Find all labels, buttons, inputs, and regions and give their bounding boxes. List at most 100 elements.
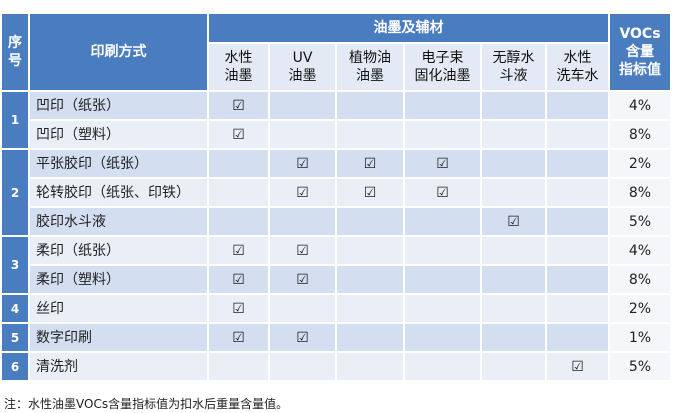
empty-cell bbox=[480, 148, 547, 179]
voc-cell: 1% bbox=[608, 322, 672, 353]
check-cell: ☑ bbox=[268, 235, 337, 266]
empty-cell bbox=[268, 206, 337, 237]
materials-header: 油墨及辅材 bbox=[207, 12, 610, 44]
voc-cell: 8% bbox=[608, 177, 672, 208]
empty-cell bbox=[480, 177, 547, 208]
empty-cell bbox=[480, 264, 547, 295]
empty-cell bbox=[403, 206, 482, 237]
table-row: 柔印（塑料） ☑ ☑ 8% bbox=[1, 264, 672, 295]
empty-cell bbox=[403, 235, 482, 266]
method-cell: 胶印水斗液 bbox=[28, 206, 209, 237]
voc-cell: 2% bbox=[608, 148, 672, 179]
voc-cell: 4% bbox=[608, 235, 672, 266]
empty-cell bbox=[480, 90, 547, 121]
empty-cell bbox=[545, 177, 610, 208]
empty-cell bbox=[268, 90, 337, 121]
check-cell: ☑ bbox=[545, 351, 610, 382]
empty-cell bbox=[207, 206, 270, 237]
empty-cell bbox=[403, 293, 482, 324]
method-cell: 柔印（纸张） bbox=[28, 235, 209, 266]
empty-cell bbox=[403, 322, 482, 353]
column-header: 水性 洗车水 bbox=[545, 42, 610, 92]
check-cell: ☑ bbox=[335, 148, 405, 179]
check-cell: ☑ bbox=[268, 322, 337, 353]
method-header: 印刷方式 bbox=[28, 12, 209, 92]
table-row: 胶印水斗液 ☑ 5% bbox=[1, 206, 672, 237]
empty-cell bbox=[403, 264, 482, 295]
empty-cell bbox=[268, 119, 337, 150]
column-header: 无醇水 斗液 bbox=[480, 42, 547, 92]
empty-cell bbox=[545, 293, 610, 324]
empty-cell bbox=[545, 235, 610, 266]
group-number: 4 bbox=[0, 293, 30, 324]
check-cell: ☑ bbox=[335, 177, 405, 208]
empty-cell bbox=[207, 177, 270, 208]
empty-cell bbox=[268, 351, 337, 382]
table-row: 3 柔印（纸张） ☑ ☑ 4% bbox=[0, 235, 672, 295]
group-number: 1 bbox=[0, 90, 30, 150]
check-cell: ☑ bbox=[207, 264, 270, 295]
check-cell: ☑ bbox=[207, 322, 270, 353]
empty-cell bbox=[480, 293, 547, 324]
column-header: UV 油墨 bbox=[268, 42, 337, 92]
table-row: 4 丝印 ☑ 2% bbox=[0, 293, 672, 324]
empty-cell bbox=[403, 351, 482, 382]
empty-cell bbox=[335, 293, 405, 324]
group-number: 3 bbox=[0, 235, 30, 295]
empty-cell bbox=[207, 351, 270, 382]
check-cell: ☑ bbox=[207, 293, 270, 324]
empty-cell bbox=[335, 351, 405, 382]
voc-cell: 8% bbox=[608, 119, 672, 150]
method-cell: 清洗剂 bbox=[28, 351, 209, 382]
group-number: 5 bbox=[0, 322, 30, 353]
table-row: 1 凹印（纸张） ☑ 4% bbox=[0, 90, 672, 150]
method-cell: 凹印（纸张） bbox=[28, 90, 209, 121]
check-cell: ☑ bbox=[207, 235, 270, 266]
empty-cell bbox=[480, 351, 547, 382]
voc-cell: 5% bbox=[608, 206, 672, 237]
voc-cell: 5% bbox=[608, 351, 672, 382]
empty-cell bbox=[268, 293, 337, 324]
check-cell: ☑ bbox=[480, 206, 547, 237]
check-cell: ☑ bbox=[268, 177, 337, 208]
method-cell: 丝印 bbox=[28, 293, 209, 324]
column-header: 水性 油墨 bbox=[207, 42, 270, 92]
empty-cell bbox=[403, 119, 482, 150]
voc-cell: 8% bbox=[608, 264, 672, 295]
column-header: 植物油 油墨 bbox=[335, 42, 405, 92]
method-cell: 柔印（塑料） bbox=[28, 264, 209, 295]
empty-cell bbox=[335, 264, 405, 295]
empty-cell bbox=[403, 90, 482, 121]
check-cell: ☑ bbox=[207, 90, 270, 121]
column-header: 电子束 固化油墨 bbox=[403, 42, 482, 92]
empty-cell bbox=[545, 206, 610, 237]
table-row: 6 清洗剂 ☑ 5% bbox=[0, 351, 672, 382]
empty-cell bbox=[335, 90, 405, 121]
empty-cell bbox=[335, 235, 405, 266]
empty-cell bbox=[335, 206, 405, 237]
method-cell: 凹印（塑料） bbox=[28, 119, 209, 150]
check-cell: ☑ bbox=[268, 148, 337, 179]
table-row: 轮转胶印（纸张、印铁） ☑ ☑ ☑ 8% bbox=[1, 177, 672, 208]
empty-cell bbox=[335, 119, 405, 150]
method-cell: 数字印刷 bbox=[28, 322, 209, 353]
empty-cell bbox=[335, 322, 405, 353]
empty-cell bbox=[545, 322, 610, 353]
empty-cell bbox=[545, 119, 610, 150]
table-row: 2 平张胶印（纸张） ☑ ☑ ☑ 2% bbox=[0, 148, 672, 237]
empty-cell bbox=[480, 235, 547, 266]
check-cell: ☑ bbox=[403, 148, 482, 179]
group-number: 6 bbox=[0, 351, 30, 382]
empty-cell bbox=[207, 148, 270, 179]
check-cell: ☑ bbox=[207, 119, 270, 150]
empty-cell bbox=[480, 119, 547, 150]
footnote: 注：水性油墨VOCs含量指标值为扣水后重量含量值。 bbox=[4, 397, 289, 411]
check-cell: ☑ bbox=[403, 177, 482, 208]
empty-cell bbox=[545, 148, 610, 179]
empty-cell bbox=[545, 264, 610, 295]
method-cell: 轮转胶印（纸张、印铁） bbox=[28, 177, 209, 208]
check-cell: ☑ bbox=[268, 264, 337, 295]
table-row: 5 数字印刷 ☑ ☑ 1% bbox=[0, 322, 672, 353]
seq-header: 序号 bbox=[0, 12, 30, 92]
